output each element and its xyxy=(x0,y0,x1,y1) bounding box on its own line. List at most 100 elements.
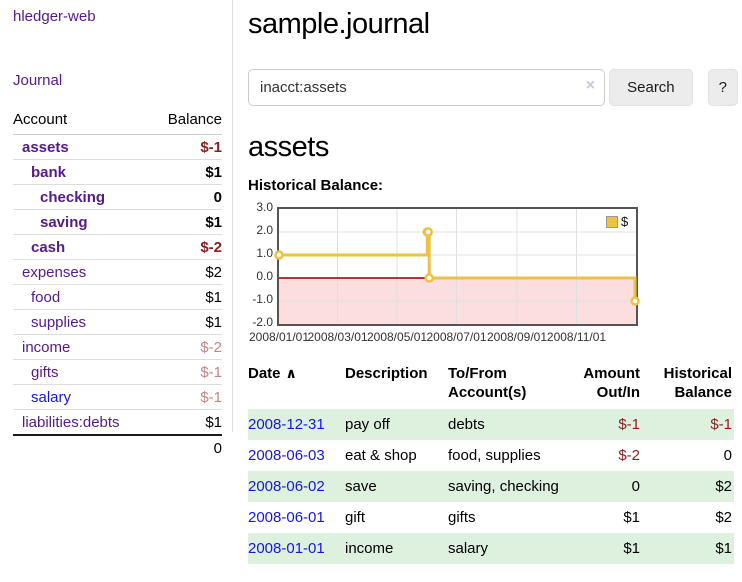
account-link-bank[interactable]: bank xyxy=(31,164,67,181)
data-point-marker xyxy=(630,296,640,306)
account-link-supplies[interactable]: supplies xyxy=(31,314,87,331)
account-link-assets[interactable]: assets xyxy=(22,139,69,156)
account-link-saving[interactable]: saving xyxy=(40,214,88,231)
register-row: 2008-12-31 pay off debts $-1 $-1 xyxy=(248,409,734,440)
transaction-accounts: salary xyxy=(448,540,489,557)
transaction-date-link[interactable]: 2008-01-01 xyxy=(248,540,325,557)
account-link-salary[interactable]: salary xyxy=(31,389,72,406)
transaction-amount: $-2 xyxy=(618,447,640,464)
account-heading: assets xyxy=(248,131,329,163)
account-row: expenses $2 xyxy=(13,259,222,285)
account-link-gifts[interactable]: gifts xyxy=(31,364,59,381)
data-point-marker xyxy=(274,250,284,260)
search-button[interactable]: Search xyxy=(609,69,693,106)
register-header-amount: Amount Out/In xyxy=(583,365,640,401)
account-balance: $1 xyxy=(151,159,222,185)
account-link-income[interactable]: income xyxy=(22,339,71,356)
account-name-cell: expenses xyxy=(13,259,152,285)
transaction-accounts: gifts xyxy=(448,509,476,526)
chart-x-tick-label: 2008/03/01 xyxy=(307,330,368,344)
transaction-amount: $1 xyxy=(623,509,640,526)
register-header-balance: Historical Balance xyxy=(663,365,732,401)
transaction-date-link[interactable]: 2008-06-02 xyxy=(248,478,325,495)
account-row: saving $1 xyxy=(13,209,222,235)
register-table: Date ∧ Description To/From Account(s) Amo… xyxy=(248,362,734,564)
account-link-checking[interactable]: checking xyxy=(40,189,106,206)
search-input-wrap: × xyxy=(248,69,606,106)
account-link-food[interactable]: food xyxy=(31,289,61,306)
register-header-accounts: To/From Account(s) xyxy=(448,365,527,401)
transaction-accounts: food, supplies xyxy=(448,447,541,464)
chart-x-tick-label: 2008/09/01 xyxy=(486,330,548,344)
account-row: bank $1 xyxy=(13,159,222,185)
register-row: 2008-06-02 save saving, checking 0 $2 xyxy=(248,471,734,502)
account-balance: $-1 xyxy=(151,384,222,410)
transaction-date-cell: 2008-06-03 xyxy=(248,440,345,471)
account-balance: $-2 xyxy=(151,234,222,260)
chart-x-tick-label: 2008/05/01 xyxy=(366,330,428,344)
date-header-label: Date xyxy=(248,365,281,382)
transaction-accounts: debts xyxy=(448,416,485,433)
transaction-date-cell: 2008-06-01 xyxy=(248,502,345,533)
transaction-date-link[interactable]: 2008-12-31 xyxy=(248,416,325,433)
chart-x-tick-label: 2008/11/01 xyxy=(546,330,607,344)
chart-y-tick-label: 1.0 xyxy=(256,246,273,260)
sidebar: hledger-web Journal Account Balance asse… xyxy=(0,0,233,461)
page-title: sample.journal xyxy=(248,8,430,40)
transaction-amount: $1 xyxy=(623,540,640,557)
accounts-header-balance: Balance xyxy=(151,111,222,135)
historical-balance-chart: 3.0 2.0 1.0 0.0 -1.0 -2.0 2008/01/01 2008/03/01… xyxy=(248,200,738,346)
account-balance: $-2 xyxy=(151,334,222,360)
transaction-description: pay off xyxy=(345,416,390,433)
transaction-description: income xyxy=(345,540,394,557)
transaction-balance: $1 xyxy=(715,540,732,557)
transaction-date-link[interactable]: 2008-06-01 xyxy=(248,509,325,526)
accounts-total-row: 0 xyxy=(13,434,222,461)
chart-svg xyxy=(274,209,640,324)
accounts-total-value: 0 xyxy=(151,434,222,461)
transaction-accounts: saving, checking xyxy=(448,478,559,495)
chart-y-tick-label: 0.0 xyxy=(256,269,273,283)
help-button[interactable]: ? xyxy=(707,69,738,106)
account-name-cell: bank xyxy=(13,159,152,185)
account-balance: $2 xyxy=(151,259,222,285)
account-row: gifts $-1 xyxy=(13,359,222,385)
account-balance: $1 xyxy=(151,209,222,235)
account-name-cell: supplies xyxy=(13,309,152,335)
clear-search-icon[interactable]: × xyxy=(585,77,596,94)
transaction-amount: 0 xyxy=(631,478,640,495)
transaction-date-link[interactable]: 2008-06-03 xyxy=(248,447,325,464)
transaction-description: save xyxy=(345,478,377,495)
account-row: checking 0 xyxy=(13,184,222,210)
brand-link[interactable]: hledger-web xyxy=(13,8,96,25)
chart-legend: $ xyxy=(604,214,631,229)
register-header-date[interactable]: Date ∧ xyxy=(248,362,345,409)
register-header-description: Description xyxy=(345,365,428,382)
transaction-description: gift xyxy=(345,509,366,526)
transaction-balance: $-1 xyxy=(710,416,732,433)
account-balance: $-1 xyxy=(151,359,222,385)
chart-title: Historical Balance: xyxy=(248,177,384,194)
sort-ascending-icon: ∧ xyxy=(285,365,297,381)
transaction-date-cell: 2008-06-02 xyxy=(248,471,345,502)
account-balance: $1 xyxy=(151,309,222,335)
chart-x-tick-label: 2008/07/01 xyxy=(426,330,487,344)
account-row: food $1 xyxy=(13,284,222,310)
transaction-balance: 0 xyxy=(723,447,732,464)
accounts-table: Account Balance assets $-1 bank $1 checking 0… xyxy=(13,111,222,461)
account-link-cash[interactable]: cash xyxy=(31,239,66,256)
nav-journal-link[interactable]: Journal xyxy=(13,72,63,89)
transaction-date-cell: 2008-01-01 xyxy=(248,533,345,564)
chart-y-tick-label: 3.0 xyxy=(256,200,273,214)
legend-label: $ xyxy=(621,214,629,229)
account-row: assets $-1 xyxy=(13,135,222,160)
search-form: × Search ? xyxy=(248,69,738,106)
account-name-cell: income xyxy=(13,334,152,360)
transaction-description: eat & shop xyxy=(345,447,417,464)
search-input[interactable] xyxy=(248,69,606,106)
register-row: 2008-06-01 gift gifts $1 $2 xyxy=(248,502,734,533)
account-link-expenses[interactable]: expenses xyxy=(22,264,87,281)
account-balance: $1 xyxy=(151,409,222,435)
account-link-liabilities-debts[interactable]: liabilities:debts xyxy=(22,414,120,431)
